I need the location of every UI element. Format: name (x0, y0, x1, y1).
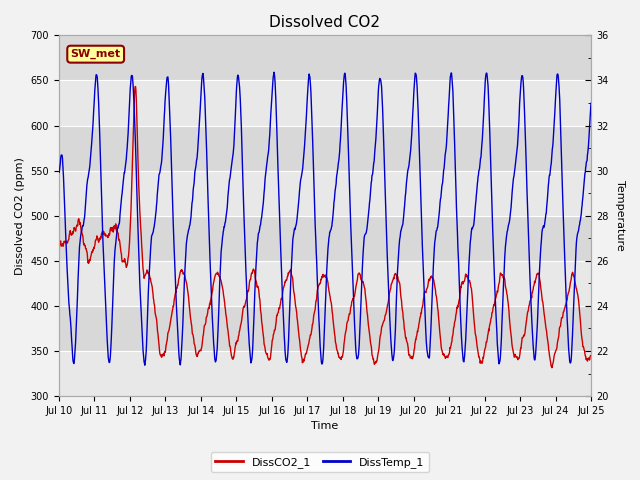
Bar (59, 306, 591, 351)
Legend: DissCO2_1, DissTemp_1: DissCO2_1, DissTemp_1 (211, 452, 429, 472)
Bar (59, 261, 591, 306)
Bar (59, 216, 591, 261)
Bar (59, 170, 591, 216)
Y-axis label: Dissolved CO2 (ppm): Dissolved CO2 (ppm) (15, 157, 25, 275)
Y-axis label: Temperature: Temperature (615, 180, 625, 251)
Bar (59, 126, 591, 170)
Text: SW_met: SW_met (70, 49, 121, 60)
Title: Dissolved CO2: Dissolved CO2 (269, 15, 380, 30)
Bar (59, 351, 591, 396)
Bar (59, 81, 591, 126)
X-axis label: Time: Time (311, 421, 339, 432)
Bar (59, 36, 591, 81)
